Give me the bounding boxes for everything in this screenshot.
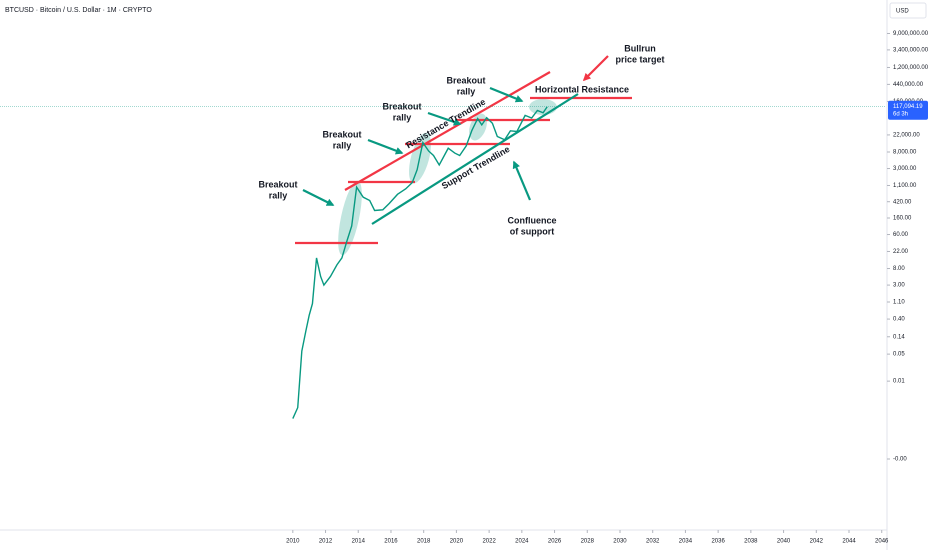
- countdown: 6d 3h: [893, 111, 908, 117]
- y-tick-label: 420.00: [893, 199, 912, 205]
- x-tick-label: 2044: [842, 539, 856, 545]
- y-tick-label: 8.00: [893, 266, 905, 272]
- currency: USD: [896, 9, 909, 15]
- currency-button[interactable]: [889, 2, 927, 19]
- arrow: [367, 138, 404, 155]
- y-tick-label: 1,100.00: [893, 183, 917, 189]
- annotation: Breakout: [322, 129, 361, 139]
- highlight: [338, 180, 362, 256]
- last-price-box: [888, 100, 928, 120]
- y-tick-label: 0.01: [893, 379, 905, 385]
- chart-title: BTCUSD · Bitcoin / U.S. Dollar · 1M · CR…: [5, 7, 152, 14]
- x-tick-label: 2042: [810, 539, 824, 545]
- x-tick-label: 2026: [548, 539, 562, 545]
- x-tick-label: 2036: [711, 539, 725, 545]
- x-tick-label: 2038: [744, 539, 758, 545]
- annotation: Breakout: [382, 101, 421, 111]
- y-tick-label: 22.00: [893, 249, 909, 255]
- support-line: [371, 93, 579, 225]
- arrow: [427, 111, 462, 126]
- annotation: rally: [269, 190, 288, 200]
- y-tick-label: 1.10: [893, 300, 905, 306]
- last-price-label: 117,094.19: [893, 104, 923, 110]
- x-tick-label: 2028: [581, 539, 595, 545]
- x-tick-label: 2010: [286, 539, 300, 545]
- annotation: Horizontal Resistance: [535, 84, 629, 94]
- y-tick-label: 1,200,000.00: [893, 65, 929, 71]
- y-tick-label: 0.40: [893, 317, 905, 323]
- y-tick-label: 440,000.00: [893, 82, 924, 88]
- annotation: rally: [333, 140, 352, 150]
- annotation: Confluence: [507, 215, 556, 225]
- x-tick-label: 2012: [319, 539, 333, 545]
- y-tick-label: -0.00: [893, 457, 907, 463]
- x-tick-label: 2046: [875, 539, 889, 545]
- annotation: of support: [510, 226, 555, 236]
- annotation: price target: [615, 54, 664, 64]
- resistance-line: [344, 71, 551, 191]
- arrow: [582, 55, 609, 82]
- y-tick-label: 9,000,000.00: [893, 31, 929, 37]
- x-tick-label: 2022: [482, 539, 496, 545]
- x-tick-label: 2016: [384, 539, 398, 545]
- arrow: [302, 189, 335, 206]
- arrow: [489, 86, 524, 103]
- price-line: [292, 106, 548, 419]
- annotation: Breakout: [446, 75, 485, 85]
- x-tick-label: 2032: [646, 539, 660, 545]
- y-tick-label: 60.00: [893, 232, 909, 238]
- x-tick-label: 2014: [352, 539, 366, 545]
- annotation: Breakout: [258, 179, 297, 189]
- x-tick-label: 2018: [417, 539, 431, 545]
- x-tick-label: 2020: [450, 539, 464, 545]
- x-tick-label: 2040: [777, 539, 791, 545]
- y-tick-label: 8,000.00: [893, 150, 917, 156]
- annotation: Bullrun: [624, 43, 656, 53]
- y-tick-label: 0.05: [893, 352, 905, 358]
- y-tick-label: 3,400,000.00: [893, 47, 929, 53]
- annotation: rally: [393, 112, 412, 122]
- y-tick-label: 22,000.00: [893, 133, 920, 139]
- x-tick-label: 2024: [515, 539, 529, 545]
- arrow: [512, 160, 532, 201]
- annotations: [295, 55, 632, 256]
- y-tick-label: 160.00: [893, 216, 912, 222]
- y-tick-label: 3,000.00: [893, 166, 917, 172]
- annotation: rally: [457, 86, 476, 96]
- y-tick-label: 3.00: [893, 283, 905, 289]
- y-tick-label: 0.14: [893, 334, 905, 340]
- x-tick-label: 2034: [679, 539, 693, 545]
- x-tick-label: 2030: [613, 539, 627, 545]
